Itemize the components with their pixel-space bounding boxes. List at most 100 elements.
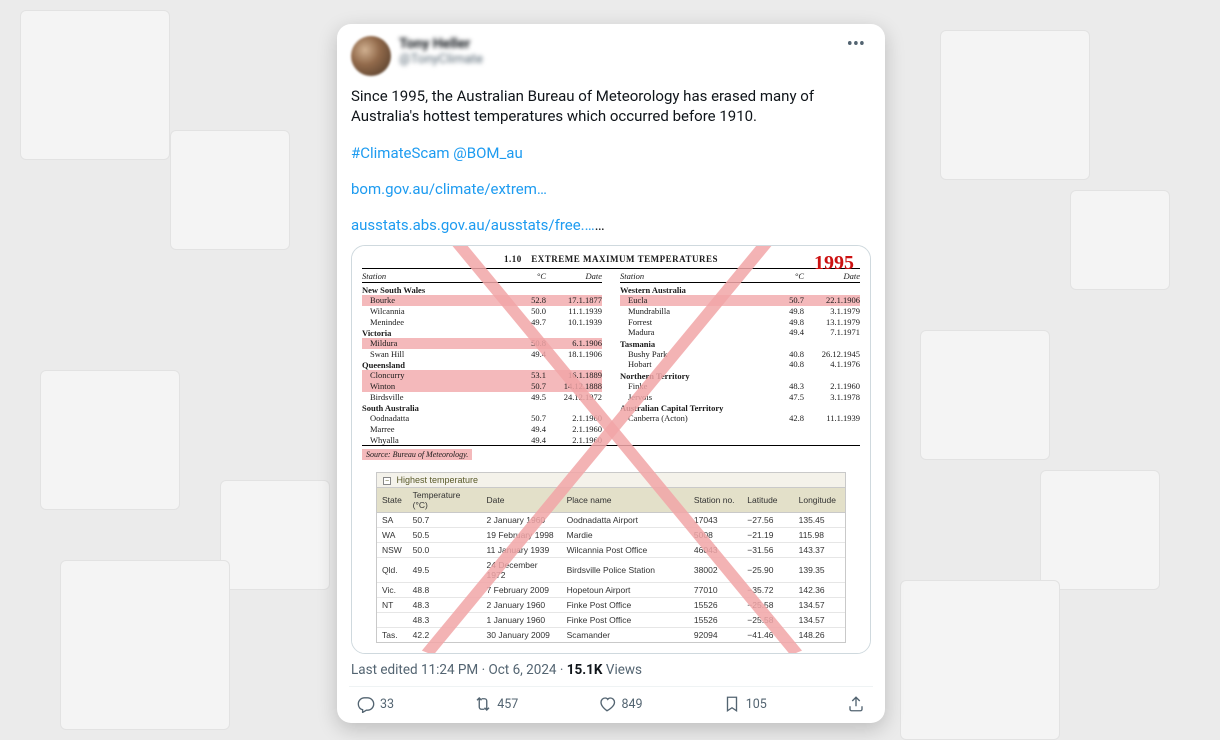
table2-cell: 46043 xyxy=(689,543,742,558)
cell-degc: 49.4 xyxy=(512,435,546,446)
cell-station: Bourke xyxy=(362,295,512,306)
cell-date: 10.1.1939 xyxy=(546,317,602,328)
cell-degc: 52.8 xyxy=(512,295,546,306)
cell-station: Menindee xyxy=(362,317,512,328)
table1-source: Source: Bureau of Meteorology. xyxy=(362,449,472,460)
table2-cell: Mardie xyxy=(562,528,689,543)
cell-date: 24.12.1972 xyxy=(546,392,602,403)
table2-cell: −31.56 xyxy=(742,543,793,558)
table2-cell: 50.7 xyxy=(408,513,482,528)
retweet-count: 457 xyxy=(497,697,518,712)
table1-region: Queensland xyxy=(362,360,602,370)
table2-cell: −35.72 xyxy=(742,583,793,598)
background-square xyxy=(900,580,1060,740)
cell-station: Madura xyxy=(620,327,770,338)
cell-date: 7.1.1971 xyxy=(804,327,860,338)
table2-title: Highest temperature xyxy=(397,475,479,485)
table2-cell: 19 February 1998 xyxy=(482,528,562,543)
table2-title-bar: − Highest temperature xyxy=(377,473,845,488)
cell-degc: 50.7 xyxy=(512,413,546,424)
table2-cell: 42.2 xyxy=(408,628,482,643)
reply-icon xyxy=(357,695,375,713)
cell-degc: 49.7 xyxy=(512,317,546,328)
cell-date: 2.1.1960 xyxy=(546,424,602,435)
table2-cell: Hopetoun Airport xyxy=(562,583,689,598)
cell-degc: 50.0 xyxy=(512,306,546,317)
col-degc: °C xyxy=(770,271,804,281)
table1-row: Winton50.714.12.1888 xyxy=(362,381,602,392)
scan-table-1995: 1995 1.10 EXTREME MAXIMUM TEMPERATURES S… xyxy=(352,246,870,466)
table2-cell: −25.58 xyxy=(742,598,793,613)
tweet-text: Since 1995, the Australian Bureau of Met… xyxy=(351,86,871,127)
share-button[interactable] xyxy=(847,695,865,713)
table2-cell: 134.57 xyxy=(794,613,845,628)
table2-cell: 48.8 xyxy=(408,583,482,598)
cell-station: Oodnadatta xyxy=(362,413,512,424)
table2: StateTemperature (°C)DatePlace nameStati… xyxy=(377,488,845,642)
cell-station: Jervois xyxy=(620,392,770,403)
cell-station: Birdsville xyxy=(362,392,512,403)
tweet-media[interactable]: 1995 1.10 EXTREME MAXIMUM TEMPERATURES S… xyxy=(351,245,871,654)
table2-cell: 92094 xyxy=(689,628,742,643)
table2-cell: −25.90 xyxy=(742,558,793,583)
table2-col-header: Latitude xyxy=(742,488,793,513)
share-icon xyxy=(847,695,865,713)
external-link-2[interactable]: ausstats.abs.gov.au/ausstats/free.… xyxy=(351,216,595,234)
cell-degc: 48.3 xyxy=(770,381,804,392)
table2-cell: −21.19 xyxy=(742,528,793,543)
hashtag-link[interactable]: #ClimateScam xyxy=(351,144,450,162)
table2-cell: 17043 xyxy=(689,513,742,528)
cell-degc: 49.8 xyxy=(770,317,804,328)
cell-degc: 53.1 xyxy=(512,370,546,381)
cell-date: 26.12.1945 xyxy=(804,349,860,360)
user-display-name: Tony Heller xyxy=(399,36,841,52)
cell-station: Hobart xyxy=(620,359,770,370)
col-date: Date xyxy=(546,271,602,281)
table2-row: WA50.519 February 1998Mardie5008−21.1911… xyxy=(377,528,845,543)
background-square xyxy=(60,560,230,730)
more-menu-icon[interactable]: ••• xyxy=(841,36,871,54)
link2-suffix: … xyxy=(595,216,605,234)
cell-date: 3.1.1979 xyxy=(804,306,860,317)
cell-degc: 50.7 xyxy=(770,295,804,306)
table1-body: Station °C Date New South WalesBourke52.… xyxy=(362,268,860,446)
table1-row: Marree49.42.1.1960 xyxy=(362,424,602,435)
avatar[interactable] xyxy=(351,36,391,76)
cell-degc: 47.5 xyxy=(770,392,804,403)
retweet-button[interactable]: 457 xyxy=(474,695,518,713)
cell-date: 22.1.1906 xyxy=(804,295,860,306)
background-square xyxy=(40,370,180,510)
views-count[interactable]: 15.1K xyxy=(567,662,603,678)
tweet-body: Since 1995, the Australian Bureau of Met… xyxy=(351,86,871,235)
table2-cell: 7 February 2009 xyxy=(482,583,562,598)
cell-date: 11.1.1939 xyxy=(804,413,860,424)
table1-left-column: Station °C Date New South WalesBourke52.… xyxy=(362,271,602,445)
like-button[interactable]: 849 xyxy=(598,695,642,713)
cell-station: Eucla xyxy=(620,295,770,306)
bookmark-button[interactable]: 105 xyxy=(723,695,767,713)
table2-cell: 50.0 xyxy=(408,543,482,558)
table1-row: Whyalla49.42.1.1960 xyxy=(362,435,602,446)
table2-col-header: Station no. xyxy=(689,488,742,513)
mention-link[interactable]: @BOM_au xyxy=(453,144,522,162)
table2-cell: 135.45 xyxy=(794,513,845,528)
collapse-icon: − xyxy=(383,477,391,485)
cell-station: Marree xyxy=(362,424,512,435)
table2-col-header: Longitude xyxy=(794,488,845,513)
reply-button[interactable]: 33 xyxy=(357,695,394,713)
table2-row: Vic.48.87 February 2009Hopetoun Airport7… xyxy=(377,583,845,598)
table2-cell: 143.37 xyxy=(794,543,845,558)
meta-time[interactable]: 11:24 PM · Oct 6, 2024 xyxy=(421,662,557,678)
table2-cell: Finke Post Office xyxy=(562,613,689,628)
table1-row: Finke48.32.1.1960 xyxy=(620,381,860,392)
user-block[interactable]: Tony Heller @TonyClimate xyxy=(399,36,841,67)
table1-row: Mildura50.86.1.1906 xyxy=(362,338,602,349)
external-link-1[interactable]: bom.gov.au/climate/extrem… xyxy=(351,180,547,198)
table2-cell: Scamander xyxy=(562,628,689,643)
table2-cell: WA xyxy=(377,528,408,543)
table2-cell: 134.57 xyxy=(794,598,845,613)
cell-date: 17.1.1877 xyxy=(546,295,602,306)
table2-cell: 30 January 2009 xyxy=(482,628,562,643)
table1-row: Eucla50.722.1.1906 xyxy=(620,295,860,306)
table1-row: Forrest49.813.1.1979 xyxy=(620,317,860,328)
